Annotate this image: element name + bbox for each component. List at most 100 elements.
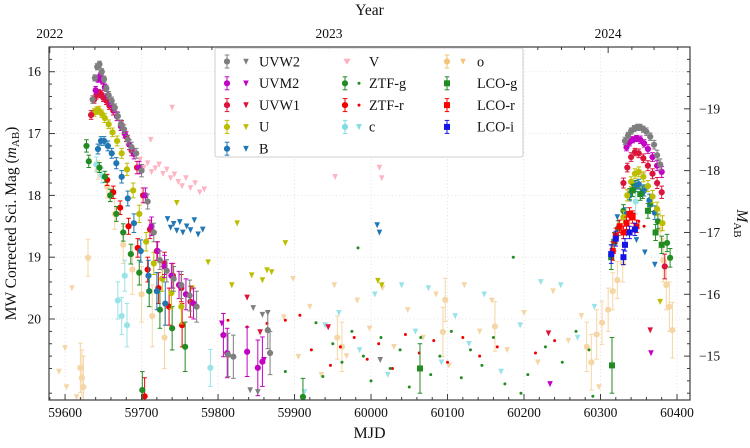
upper-limit-marker: [647, 327, 654, 334]
data-point: [605, 306, 612, 313]
data-point: [616, 223, 623, 230]
data-point: [321, 375, 325, 379]
upper-limit-marker: [517, 322, 523, 329]
data-point: [170, 275, 177, 282]
data-point: [623, 220, 630, 227]
upper-limit-marker: [578, 313, 585, 320]
data-point: [459, 376, 463, 380]
data-point: [663, 239, 671, 247]
upper-limit-marker: [281, 314, 287, 321]
upper-limit-marker: [550, 288, 556, 295]
data-point: [223, 145, 231, 152]
year-tick-label: 2023: [315, 26, 342, 41]
data-point: [598, 319, 606, 326]
data-point: [259, 358, 266, 365]
legend-label: LCO-i: [477, 120, 514, 136]
series-UVW2: [89, 60, 664, 396]
data-point: [356, 246, 360, 250]
data-point: [118, 312, 125, 320]
upper-limit-marker: [73, 394, 80, 401]
data-point: [609, 288, 616, 295]
upper-limit-marker: [264, 267, 270, 274]
data-point: [144, 266, 151, 273]
data-point: [480, 363, 484, 367]
legend-entry-UVW2: [223, 54, 249, 69]
upper-limit-marker: [243, 124, 249, 131]
data-point: [338, 343, 346, 350]
gridlines: [49, 47, 690, 400]
upper-limit-marker: [199, 226, 206, 233]
data-point: [138, 167, 145, 174]
upper-limit-marker: [183, 175, 189, 182]
data-point: [105, 121, 112, 128]
upper-limit-marker: [596, 384, 602, 391]
legend-label: B: [259, 142, 268, 158]
legend-entry-ZTF-g: [341, 76, 361, 91]
upper-limit-marker: [171, 171, 178, 178]
data-point: [647, 133, 654, 140]
legend-label: LCO-r: [477, 98, 515, 114]
legend-entry-c: [341, 119, 362, 134]
data-point: [643, 128, 650, 135]
upper-limit-marker: [591, 303, 598, 310]
upper-limit-marker: [250, 305, 257, 312]
data-point: [352, 336, 356, 340]
upper-limit-marker: [652, 261, 658, 268]
data-point: [117, 204, 124, 211]
legend-entry-UVM2: [223, 76, 249, 91]
upper-limit-marker: [343, 353, 350, 360]
upper-limit-marker: [282, 240, 289, 247]
data-point: [403, 332, 407, 336]
data-point: [162, 300, 169, 307]
data-point: [439, 328, 447, 336]
legend-label: U: [259, 120, 269, 136]
upper-limit-marker: [391, 344, 397, 351]
data-point: [663, 281, 670, 289]
data-point: [644, 145, 652, 153]
data-point: [244, 348, 251, 355]
data-point: [178, 281, 185, 289]
data-point: [223, 102, 231, 109]
data-point: [104, 142, 111, 150]
right-tick-label: −15: [699, 349, 720, 364]
data-point: [621, 241, 628, 248]
data-point: [666, 303, 673, 310]
upper-limit-marker: [62, 345, 68, 352]
x-tick-label: 60000: [354, 405, 388, 420]
data-point: [583, 343, 590, 350]
data-point: [230, 353, 237, 360]
y-axis-title: MW Corrected Sci. Mag (mAB): [3, 127, 22, 321]
upper-limit-marker: [156, 161, 162, 168]
data-point: [109, 129, 116, 136]
upper-limit-marker: [565, 337, 572, 344]
x-tick-label: 59900: [278, 405, 312, 420]
data-point: [150, 260, 157, 267]
data-point: [338, 345, 342, 349]
upper-limit-marker: [173, 227, 180, 234]
upper-limit-marker: [148, 169, 155, 176]
data-point: [491, 323, 499, 330]
x-tick-label: 60100: [431, 405, 465, 420]
data-point: [657, 161, 664, 168]
data-point: [77, 364, 84, 371]
series-o: [56, 160, 676, 401]
x-tick-label: 59700: [125, 405, 159, 420]
upper-limit-marker: [498, 368, 504, 375]
data-point: [624, 164, 631, 171]
right-axis-title: MAB: [731, 208, 750, 237]
data-point: [635, 150, 642, 157]
data-point: [612, 235, 619, 242]
data-point: [407, 385, 411, 389]
data-point: [100, 76, 108, 83]
upper-limit-marker: [325, 324, 331, 331]
data-point: [89, 96, 96, 103]
data-point: [442, 296, 449, 303]
data-point: [129, 266, 136, 273]
data-point: [145, 272, 152, 279]
upper-limit-marker: [205, 259, 211, 266]
top-axis-title: Year: [355, 2, 384, 19]
data-point: [223, 58, 231, 65]
upper-limit-marker: [56, 368, 62, 375]
data-point: [503, 382, 507, 386]
data-point: [661, 263, 668, 270]
